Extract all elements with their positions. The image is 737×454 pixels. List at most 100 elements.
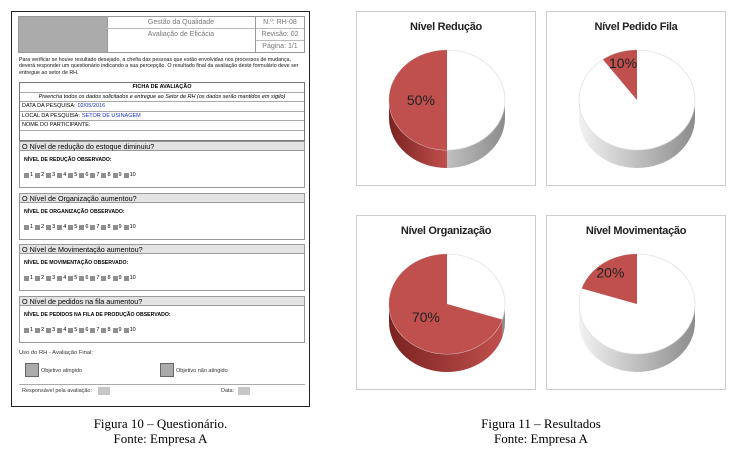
rh-final-label: Uso do RH - Avaliação Final:: [19, 350, 93, 356]
rating-checkbox[interactable]: [46, 327, 52, 333]
rating-option[interactable]: 10: [123, 327, 136, 333]
rating-checkbox[interactable]: [123, 327, 129, 333]
rating-checkbox[interactable]: [57, 172, 63, 178]
rating-checkbox[interactable]: [101, 224, 107, 230]
date-value[interactable]: 02/05/2016: [77, 103, 106, 109]
rating-option[interactable]: 2: [35, 327, 44, 333]
rating-option[interactable]: 6: [79, 275, 88, 281]
rating-option[interactable]: 7: [90, 172, 99, 178]
rating-scale: 1 2 3 4 5 6 7 8 9 10: [24, 172, 136, 178]
rating-option[interactable]: 10: [123, 224, 136, 230]
rating-option[interactable]: 10: [123, 275, 136, 281]
rating-option[interactable]: 9: [112, 224, 122, 230]
rating-checkbox[interactable]: [24, 275, 29, 281]
rating-option[interactable]: 5: [68, 275, 77, 281]
participant-row[interactable]: NOME DO PARTICIPANTE:: [20, 121, 304, 131]
rating-option[interactable]: 3: [46, 275, 55, 281]
figure-11-caption: Figura 11 – Resultados Fonte: Empresa A: [356, 416, 726, 446]
rating-checkbox[interactable]: [68, 224, 74, 230]
rating-checkbox[interactable]: [112, 275, 118, 281]
rating-option[interactable]: 4: [57, 327, 66, 333]
rating-option[interactable]: 1: [24, 327, 33, 333]
rating-option[interactable]: 1: [24, 172, 33, 178]
rating-option[interactable]: 3: [46, 224, 55, 230]
objective-not-achieved-checkbox[interactable]: [160, 363, 174, 377]
rating-option[interactable]: 1: [24, 275, 33, 281]
rating-checkbox[interactable]: [35, 327, 41, 333]
participant-field[interactable]: [20, 131, 304, 140]
rating-checkbox[interactable]: [123, 275, 129, 281]
rating-option[interactable]: 4: [57, 275, 66, 281]
rating-checkbox[interactable]: [35, 224, 41, 230]
rating-checkbox[interactable]: [57, 327, 63, 333]
responsible-field[interactable]: [98, 387, 110, 395]
rating-checkbox[interactable]: [68, 275, 74, 281]
rating-option[interactable]: 7: [90, 275, 99, 281]
rating-checkbox[interactable]: [79, 172, 85, 178]
figure-10-caption: Figura 10 – Questionário. Fonte: Empresa…: [11, 416, 310, 446]
rating-option[interactable]: 10: [123, 172, 136, 178]
rating-checkbox[interactable]: [79, 275, 85, 281]
rating-checkbox[interactable]: [46, 172, 52, 178]
rating-option[interactable]: 7: [90, 327, 99, 333]
rating-option[interactable]: 8: [101, 275, 111, 281]
rating-option[interactable]: 1: [24, 224, 33, 230]
rating-checkbox[interactable]: [112, 224, 118, 230]
rating-checkbox[interactable]: [46, 224, 52, 230]
header-titles: Gestão da Qualidade Avaliação de Eficáci…: [107, 17, 256, 52]
rating-option[interactable]: 7: [90, 224, 99, 230]
rating-checkbox[interactable]: [90, 327, 96, 333]
rating-checkbox[interactable]: [57, 275, 63, 281]
rating-checkbox[interactable]: [90, 275, 96, 281]
rating-option[interactable]: 3: [46, 327, 55, 333]
rating-number: 1: [30, 327, 34, 333]
rating-option[interactable]: 4: [57, 172, 66, 178]
rating-scale: 1 2 3 4 5 6 7 8 9 10: [24, 224, 136, 230]
rating-option[interactable]: 6: [79, 224, 88, 230]
rating-number: 10: [129, 327, 136, 333]
rating-checkbox[interactable]: [57, 224, 63, 230]
rating-checkbox[interactable]: [123, 172, 129, 178]
rating-option[interactable]: 5: [68, 327, 77, 333]
rating-option[interactable]: 4: [57, 224, 66, 230]
objective-achieved-checkbox[interactable]: [25, 363, 39, 377]
rating-option[interactable]: 9: [112, 275, 122, 281]
date-footer-field[interactable]: [238, 387, 250, 395]
rating-checkbox[interactable]: [35, 275, 41, 281]
rating-option[interactable]: 8: [101, 172, 111, 178]
rating-option[interactable]: 5: [68, 172, 77, 178]
rating-checkbox[interactable]: [112, 172, 118, 178]
rating-checkbox[interactable]: [24, 224, 29, 230]
rating-option[interactable]: 3: [46, 172, 55, 178]
rating-option[interactable]: 2: [35, 224, 44, 230]
rating-option[interactable]: 8: [101, 224, 111, 230]
rating-checkbox[interactable]: [35, 172, 41, 178]
rating-option[interactable]: 9: [112, 172, 122, 178]
rating-checkbox[interactable]: [46, 275, 52, 281]
rating-option[interactable]: 2: [35, 275, 44, 281]
rating-option[interactable]: 6: [79, 172, 88, 178]
rating-checkbox[interactable]: [90, 224, 96, 230]
rating-checkbox[interactable]: [79, 224, 85, 230]
rating-checkbox[interactable]: [101, 275, 107, 281]
rating-option[interactable]: 5: [68, 224, 77, 230]
rating-checkbox[interactable]: [123, 224, 129, 230]
rating-checkbox[interactable]: [24, 172, 29, 178]
rating-number: 5: [74, 224, 78, 230]
rating-checkbox[interactable]: [90, 172, 96, 178]
rating-checkbox[interactable]: [101, 172, 107, 178]
rating-checkbox[interactable]: [68, 327, 74, 333]
rating-checkbox[interactable]: [68, 172, 74, 178]
rating-number: 1: [30, 224, 34, 230]
rating-checkbox[interactable]: [24, 327, 29, 333]
rating-option[interactable]: 6: [79, 327, 88, 333]
rating-checkbox[interactable]: [79, 327, 85, 333]
objective-achieved-label: Objetivo atingido: [41, 368, 82, 374]
rating-checkbox[interactable]: [101, 327, 107, 333]
rating-checkbox[interactable]: [112, 327, 118, 333]
rating-option[interactable]: 2: [35, 172, 44, 178]
chart-nivel-organizacao: Nível Organização 70%: [356, 215, 536, 390]
rating-option[interactable]: 9: [112, 327, 122, 333]
rating-option[interactable]: 8: [101, 327, 111, 333]
local-value[interactable]: SETOR DE USINAGEM: [81, 112, 141, 119]
